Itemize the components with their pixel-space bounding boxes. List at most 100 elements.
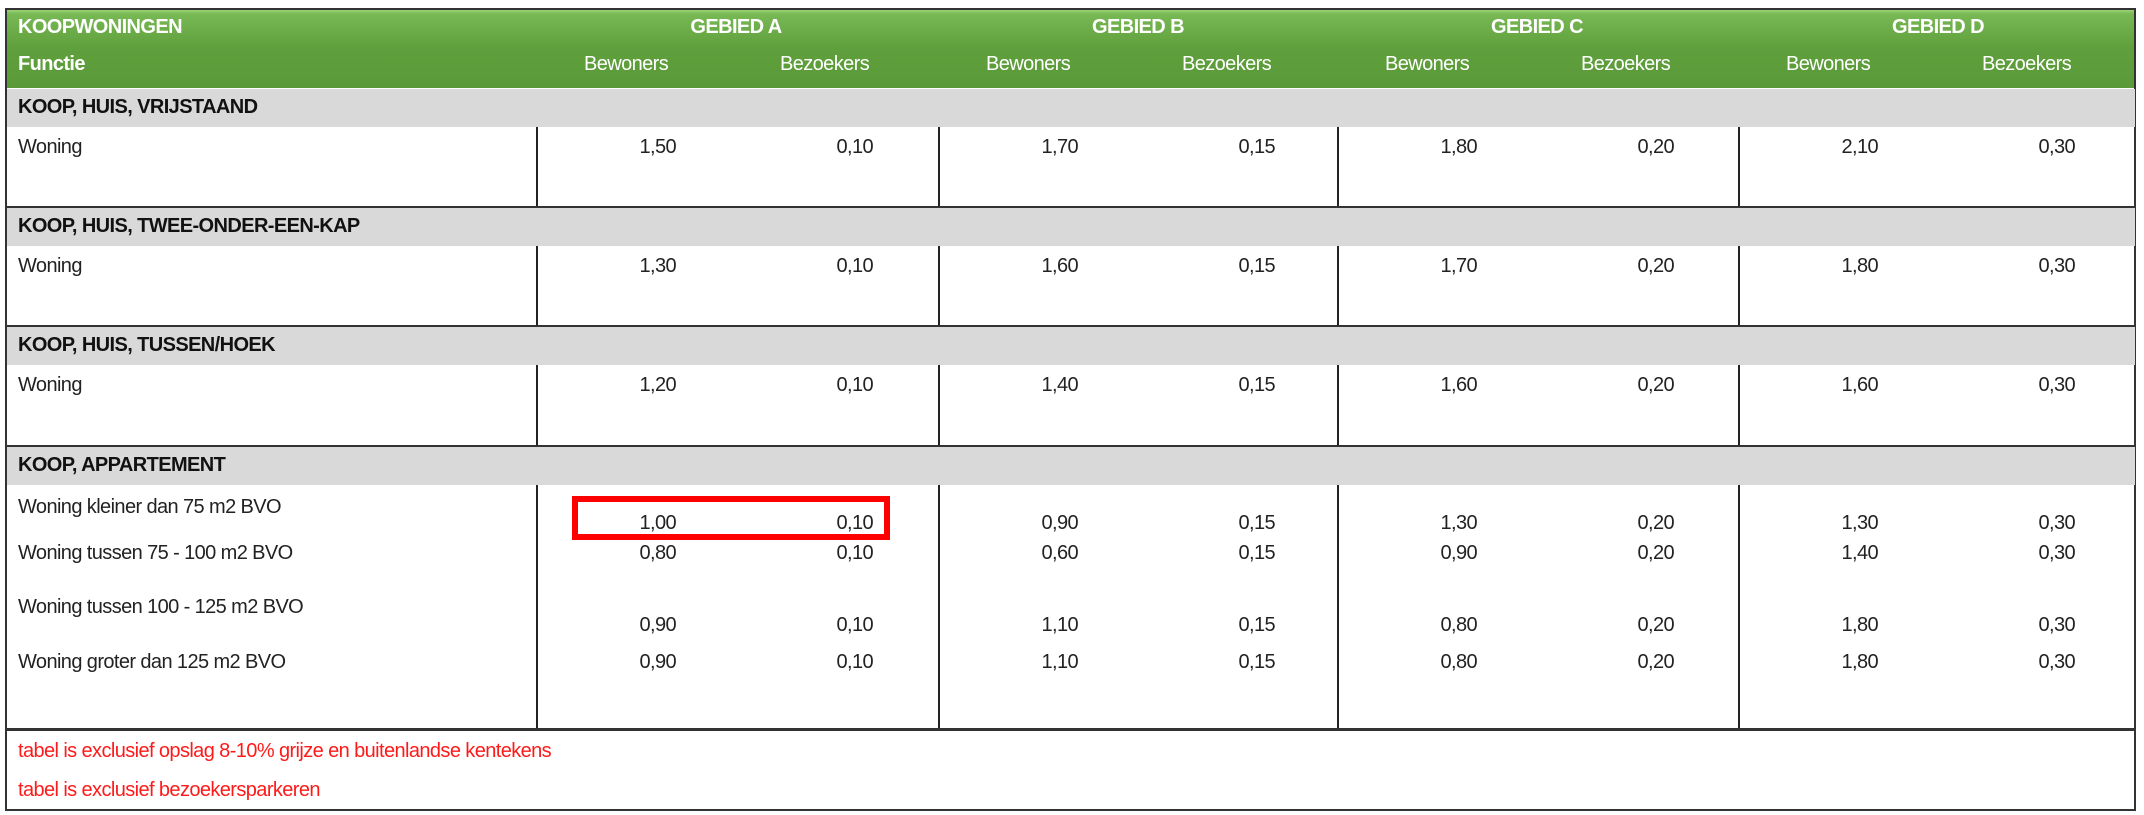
value-bewoners: 1,10 — [1041, 651, 1078, 673]
sub-header-bezoekers: Bezoekers — [780, 53, 870, 75]
row-label: Woning kleiner dan 75 m2 BVO — [18, 496, 282, 518]
column-divider — [1738, 365, 1740, 445]
row-label: Woning tussen 100 - 125 m2 BVO — [18, 596, 304, 618]
column-divider — [1337, 365, 1339, 445]
value-bewoners: 0,80 — [1440, 614, 1477, 636]
section-header-bg — [7, 447, 2135, 485]
value-bewoners: 0,90 — [639, 651, 676, 673]
value-bewoners: 0,80 — [639, 542, 676, 564]
column-divider — [1337, 246, 1339, 325]
column-divider — [938, 246, 940, 325]
row-label: Woning groter dan 125 m2 BVO — [18, 651, 286, 673]
row-label: Woning — [18, 136, 82, 158]
area-header: GEBIED C — [1491, 16, 1583, 38]
value-bewoners: 1,20 — [639, 374, 676, 396]
value-bewoners: 1,40 — [1841, 542, 1878, 564]
section-title: KOOP, APPARTEMENT — [18, 454, 226, 476]
value-bezoekers: 0,15 — [1238, 542, 1275, 564]
column-divider — [1337, 485, 1339, 728]
value-bezoekers: 0,20 — [1637, 512, 1674, 534]
value-bezoekers: 0,15 — [1238, 136, 1275, 158]
value-bezoekers: 0,15 — [1238, 651, 1275, 673]
column-divider — [1738, 485, 1740, 728]
value-bezoekers: 0,20 — [1637, 255, 1674, 277]
value-bewoners: 1,00 — [639, 512, 676, 534]
value-bewoners: 0,90 — [639, 614, 676, 636]
value-bewoners: 1,70 — [1440, 255, 1477, 277]
value-bewoners: 0,80 — [1440, 651, 1477, 673]
value-bezoekers: 0,30 — [2038, 614, 2075, 636]
value-bewoners: 1,30 — [1841, 512, 1878, 534]
column-divider — [938, 127, 940, 206]
section-title: KOOP, HUIS, TWEE-ONDER-EEN-KAP — [18, 215, 360, 237]
value-bezoekers: 0,20 — [1637, 136, 1674, 158]
sub-header-bezoekers: Bezoekers — [1581, 53, 1671, 75]
section-title: KOOP, HUIS, VRIJSTAAND — [18, 96, 258, 118]
sub-header-bewoners: Bewoners — [1385, 53, 1470, 75]
section-divider — [6, 325, 2136, 328]
value-bewoners: 1,80 — [1841, 614, 1878, 636]
section-divider — [6, 728, 2136, 731]
column-divider — [938, 485, 940, 728]
note-text: tabel is exclusief opslag 8-10% grijze e… — [18, 740, 552, 762]
row-label: Woning — [18, 255, 82, 277]
value-bezoekers: 0,10 — [836, 136, 873, 158]
value-bezoekers: 0,15 — [1238, 374, 1275, 396]
column-divider — [1738, 246, 1740, 325]
section-divider — [6, 206, 2136, 209]
value-bezoekers: 0,30 — [2038, 542, 2075, 564]
value-bewoners: 1,80 — [1841, 255, 1878, 277]
value-bewoners: 1,30 — [639, 255, 676, 277]
value-bezoekers: 0,20 — [1637, 614, 1674, 636]
section-divider — [6, 445, 2136, 448]
value-bewoners: 1,80 — [1440, 136, 1477, 158]
column-divider — [938, 365, 940, 445]
value-bezoekers: 0,20 — [1637, 374, 1674, 396]
value-bewoners: 1,10 — [1041, 614, 1078, 636]
value-bewoners: 2,10 — [1841, 136, 1878, 158]
column-divider — [1738, 127, 1740, 206]
section-header-bg — [7, 327, 2135, 365]
value-bezoekers: 0,30 — [2038, 374, 2075, 396]
sub-header-bewoners: Bewoners — [1786, 53, 1871, 75]
table-frame — [5, 8, 2136, 811]
value-bezoekers: 0,15 — [1238, 614, 1275, 636]
value-bezoekers: 0,30 — [2038, 651, 2075, 673]
note-text: tabel is exclusief bezoekersparkeren — [18, 779, 321, 801]
value-bezoekers: 0,30 — [2038, 512, 2075, 534]
value-bezoekers: 0,30 — [2038, 136, 2075, 158]
value-bewoners: 0,90 — [1440, 542, 1477, 564]
value-bewoners: 1,30 — [1440, 512, 1477, 534]
column-divider — [536, 127, 538, 206]
value-bewoners: 1,60 — [1041, 255, 1078, 277]
value-bewoners: 0,90 — [1041, 512, 1078, 534]
sub-header-bewoners: Bewoners — [986, 53, 1071, 75]
value-bezoekers: 0,10 — [836, 651, 873, 673]
highlight-box — [572, 496, 890, 540]
table-header — [6, 8, 2136, 88]
value-bezoekers: 0,10 — [836, 542, 873, 564]
column-divider — [1337, 127, 1339, 206]
value-bezoekers: 0,15 — [1238, 255, 1275, 277]
value-bezoekers: 0,30 — [2038, 255, 2075, 277]
section-title: KOOP, HUIS, TUSSEN/HOEK — [18, 334, 276, 356]
value-bewoners: 1,80 — [1841, 651, 1878, 673]
table-title: KOOPWONINGEN — [18, 16, 183, 38]
value-bewoners: 1,70 — [1041, 136, 1078, 158]
value-bezoekers: 0,10 — [836, 512, 873, 534]
column-divider — [536, 246, 538, 325]
functie-label: Functie — [18, 53, 86, 75]
section-header-bg — [7, 89, 2135, 127]
value-bezoekers: 0,20 — [1637, 651, 1674, 673]
sub-header-bewoners: Bewoners — [584, 53, 669, 75]
row-label: Woning — [18, 374, 82, 396]
value-bewoners: 1,50 — [639, 136, 676, 158]
value-bewoners: 1,60 — [1440, 374, 1477, 396]
value-bewoners: 0,60 — [1041, 542, 1078, 564]
area-header: GEBIED A — [690, 16, 782, 38]
value-bezoekers: 0,10 — [836, 614, 873, 636]
value-bewoners: 1,60 — [1841, 374, 1878, 396]
value-bewoners: 1,40 — [1041, 374, 1078, 396]
value-bezoekers: 0,15 — [1238, 512, 1275, 534]
value-bezoekers: 0,20 — [1637, 542, 1674, 564]
